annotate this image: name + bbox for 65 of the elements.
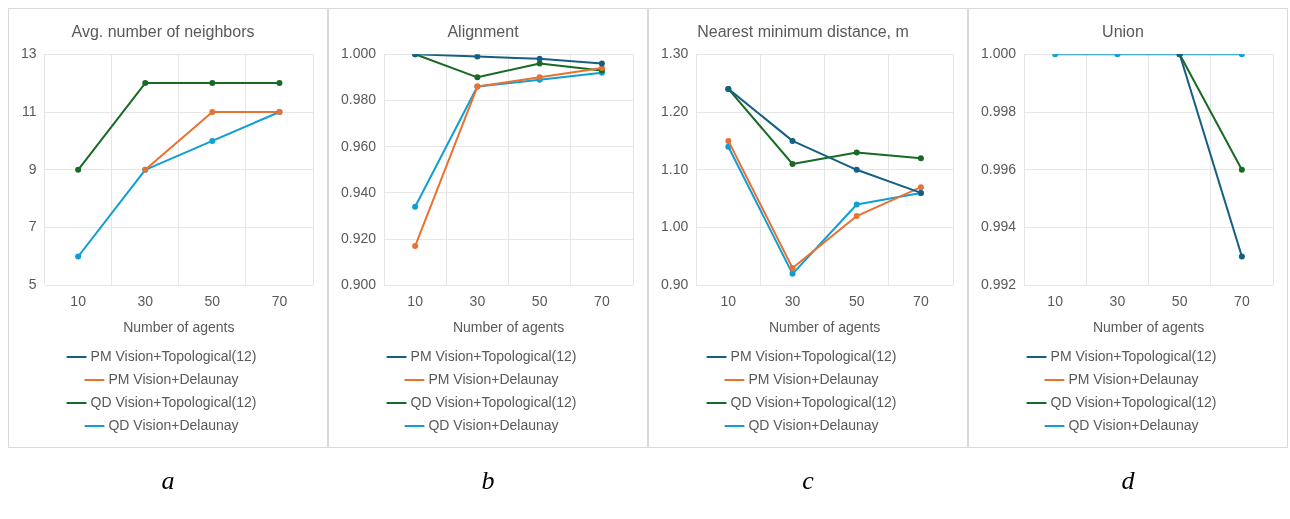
x-tick-label: 50 bbox=[848, 292, 865, 309]
x-tick-label: 10 bbox=[1047, 292, 1064, 309]
x-tick-label: 10 bbox=[70, 292, 87, 309]
legend-label: PM Vision+Topological(12) bbox=[90, 347, 257, 364]
y-tick-label: 0.960 bbox=[340, 137, 377, 154]
legend-label: QD Vision+Topological(12) bbox=[730, 393, 897, 410]
legend-label: QD Vision+Topological(12) bbox=[410, 393, 577, 410]
y-tick-label: 0.90 bbox=[661, 276, 689, 293]
chart-title: Avg. number of neighbors bbox=[71, 23, 255, 41]
x-tick-label: 50 bbox=[1171, 292, 1188, 309]
y-tick-label: 1.20 bbox=[661, 102, 689, 119]
x-tick-label: 30 bbox=[784, 292, 801, 309]
y-tick-label: 9 bbox=[28, 160, 37, 177]
text: b bbox=[481, 466, 495, 496]
x-tick-label: 10 bbox=[720, 292, 737, 309]
legend-label: QD Vision+Delaunay bbox=[1068, 416, 1199, 433]
y-tick-label: 1.30 bbox=[661, 45, 689, 62]
legend-label: PM Vision+Delaunay bbox=[748, 370, 879, 387]
y-tick-label: 1.10 bbox=[661, 160, 689, 177]
x-tick-label: 30 bbox=[469, 292, 486, 309]
y-tick-label: 7 bbox=[28, 218, 37, 235]
y-tick-label: 5 bbox=[28, 276, 37, 293]
legend-label: PM Vision+Delaunay bbox=[428, 370, 559, 387]
y-tick-label: 0.994 bbox=[980, 218, 1017, 235]
y-tick-label: 13 bbox=[20, 45, 37, 62]
y-tick-label: 0.940 bbox=[340, 183, 377, 200]
legend-label: PM Vision+Delaunay bbox=[108, 370, 239, 387]
text: d bbox=[1121, 466, 1135, 496]
x-tick-label: 10 bbox=[407, 292, 424, 309]
x-axis-title: Number of agents bbox=[768, 319, 881, 336]
y-tick-label: 0.998 bbox=[980, 102, 1017, 119]
legend-label: PM Vision+Topological(12) bbox=[1050, 347, 1217, 364]
text: c bbox=[802, 466, 814, 496]
y-tick-label: 0.992 bbox=[980, 276, 1017, 293]
x-tick-label: 70 bbox=[1234, 292, 1250, 309]
y-tick-label: 0.996 bbox=[980, 160, 1017, 177]
y-tick-label: 11 bbox=[22, 102, 37, 119]
legend-label: QD Vision+Topological(12) bbox=[1050, 393, 1217, 410]
y-tick-label: 0.980 bbox=[340, 91, 377, 108]
legend-label: PM Vision+Delaunay bbox=[1068, 370, 1199, 387]
chart-title: Alignment bbox=[447, 23, 520, 41]
legend-label: PM Vision+Topological(12) bbox=[730, 347, 897, 364]
x-tick-label: 50 bbox=[204, 292, 221, 309]
y-tick-label: 0.920 bbox=[340, 230, 377, 247]
text: a bbox=[161, 466, 175, 496]
y-tick-label: 1.00 bbox=[661, 218, 689, 235]
x-axis-title: Number of agents bbox=[452, 319, 565, 336]
chart-title: Nearest minimum distance, m bbox=[697, 23, 909, 41]
x-axis-title: Number of agents bbox=[123, 319, 235, 336]
y-tick-label: 1.000 bbox=[340, 45, 377, 62]
x-tick-label: 30 bbox=[137, 292, 154, 309]
x-tick-label: 70 bbox=[271, 292, 288, 309]
x-axis-title: Number of agents bbox=[1092, 319, 1205, 336]
x-tick-label: 70 bbox=[594, 292, 610, 309]
legend-label: QD Vision+Topological(12) bbox=[90, 393, 257, 410]
legend-label: QD Vision+Delaunay bbox=[108, 416, 239, 433]
chart-title: Union bbox=[1102, 23, 1144, 41]
x-tick-label: 70 bbox=[913, 292, 929, 309]
legend-label: QD Vision+Delaunay bbox=[748, 416, 879, 433]
legend-label: PM Vision+Topological(12) bbox=[410, 347, 577, 364]
y-tick-label: 0.900 bbox=[340, 276, 377, 293]
y-tick-label: 1.000 bbox=[980, 45, 1017, 62]
x-tick-label: 50 bbox=[531, 292, 548, 309]
legend-label: QD Vision+Delaunay bbox=[428, 416, 559, 433]
x-tick-label: 30 bbox=[1109, 292, 1126, 309]
